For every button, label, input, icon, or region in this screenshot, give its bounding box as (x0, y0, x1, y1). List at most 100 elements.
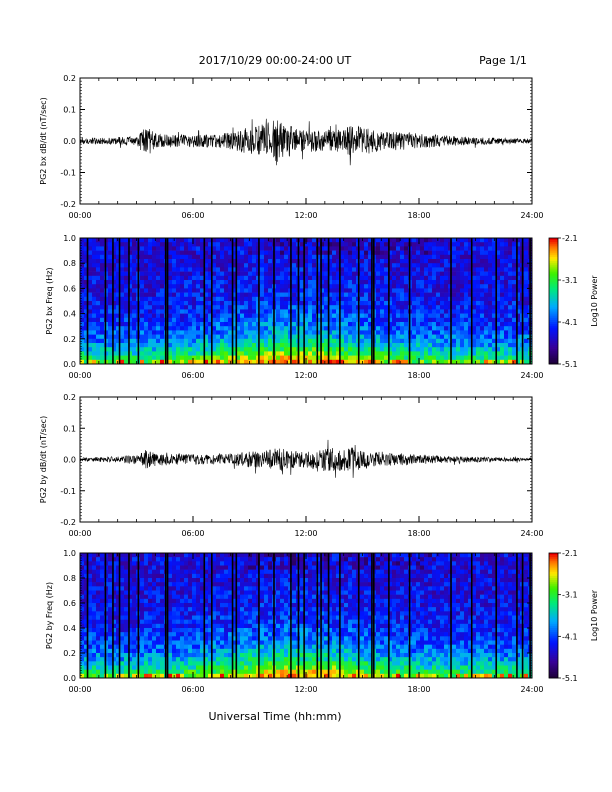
heatmap-cell (224, 267, 229, 272)
heatmap-cell (280, 351, 285, 356)
heatmap-cell (260, 322, 265, 327)
heatmap-cell (316, 280, 321, 285)
heatmap-cell (364, 343, 369, 348)
heatmap-cell (208, 569, 213, 575)
heatmap-cell (416, 280, 421, 285)
heatmap-cell (196, 309, 201, 314)
heatmap-cell (384, 334, 389, 340)
heatmap-cell (508, 284, 513, 289)
heatmap-cell (112, 280, 117, 285)
heatmap-cell (188, 330, 193, 335)
heatmap-cell (160, 355, 165, 361)
heatmap-cell (252, 263, 257, 268)
heatmap-cell (392, 246, 397, 251)
heatmap-cell (156, 636, 161, 641)
heatmap-cell (80, 611, 85, 616)
heatmap-cell (456, 343, 461, 348)
heatmap-cell (172, 661, 177, 666)
heatmap-cell (260, 359, 265, 365)
heatmap-cell (92, 673, 97, 679)
heatmap-cell (84, 271, 89, 277)
heatmap-cell (480, 284, 485, 289)
heatmap-cell (216, 561, 221, 566)
heatmap-cell (352, 280, 357, 285)
heatmap-cell (312, 355, 317, 361)
heatmap-cell (176, 351, 181, 356)
heatmap-cell (316, 259, 321, 264)
heatmap-cell (200, 665, 205, 670)
heatmap-cell (84, 305, 89, 310)
heatmap-cell (200, 640, 205, 645)
heatmap-cell (280, 359, 285, 365)
heatmap-cell (240, 284, 245, 289)
heatmap-cell (116, 322, 121, 327)
heatmap-cell (180, 603, 185, 608)
heatmap-cell (112, 598, 117, 604)
heatmap-cell (212, 644, 217, 650)
heatmap-cell (112, 603, 117, 608)
heatmap-cell (88, 238, 93, 243)
heatmap-cell (192, 661, 197, 666)
heatmap-cell (348, 242, 353, 247)
heatmap-cell (444, 275, 449, 281)
heatmap-cell (424, 280, 429, 285)
heatmap-cell (172, 669, 177, 675)
heatmap-cell (500, 280, 505, 285)
heatmap-cell (108, 615, 113, 620)
heatmap-cell (100, 594, 105, 600)
heatmap-cell (504, 242, 509, 247)
heatmap-cell (440, 250, 445, 256)
heatmap-cell (508, 313, 513, 319)
heatmap-cell (220, 296, 225, 302)
heatmap-cell (496, 301, 501, 306)
heatmap-cell (512, 343, 517, 348)
heatmap-cell (328, 263, 333, 268)
heatmap-cell (208, 561, 213, 566)
heatmap-cell (156, 250, 161, 256)
colorbar-tick-label: -3.1 (562, 276, 578, 285)
heatmap-cell (360, 343, 365, 348)
heatmap-cell (180, 598, 185, 604)
heatmap-cell (508, 250, 513, 256)
heatmap-cell (184, 673, 189, 679)
heatmap-cell (360, 309, 365, 314)
heatmap-cell (468, 280, 473, 285)
heatmap-cell (320, 334, 325, 340)
heatmap-cell (304, 246, 309, 251)
heatmap-cell (144, 246, 149, 251)
heatmap-cell (80, 254, 85, 260)
heatmap-cell (496, 288, 501, 293)
heatmap-cell (504, 359, 509, 365)
heatmap-cell (84, 557, 89, 562)
heatmap-cell (116, 648, 121, 654)
heatmap-cell (144, 275, 149, 281)
heatmap-cell (100, 254, 105, 260)
heatmap-cell (480, 254, 485, 260)
heatmap-cell (216, 632, 221, 637)
y-tick-label: -0.2 (60, 518, 76, 527)
heatmap-cell (484, 238, 489, 243)
heatmap-cell (460, 296, 465, 302)
heatmap-cell (116, 561, 121, 566)
heatmap-cell (316, 284, 321, 289)
heatmap-cell (236, 250, 241, 256)
heatmap-cell (440, 238, 445, 243)
heatmap-cell (212, 250, 217, 256)
heatmap-cell (248, 296, 253, 302)
heatmap-cell (156, 305, 161, 310)
heatmap-cell (140, 347, 145, 352)
heatmap-cell (328, 296, 333, 302)
heatmap-cell (488, 259, 493, 264)
x-tick-label: 00:00 (68, 529, 91, 538)
heatmap-cell (216, 246, 221, 251)
heatmap-cell (84, 661, 89, 666)
heatmap-cell (460, 359, 465, 365)
panels: 0.20.10.0-0.1-0.200:00 06:00 12:00 18:00 24:… (39, 74, 599, 694)
heatmap-cell (112, 275, 117, 281)
heatmap-cell (144, 284, 149, 289)
heatmap-cell (456, 301, 461, 306)
heatmap-cell (148, 565, 153, 570)
heatmap-cell (132, 661, 137, 666)
heatmap-cell (196, 338, 201, 344)
heatmap-cell (200, 569, 205, 575)
